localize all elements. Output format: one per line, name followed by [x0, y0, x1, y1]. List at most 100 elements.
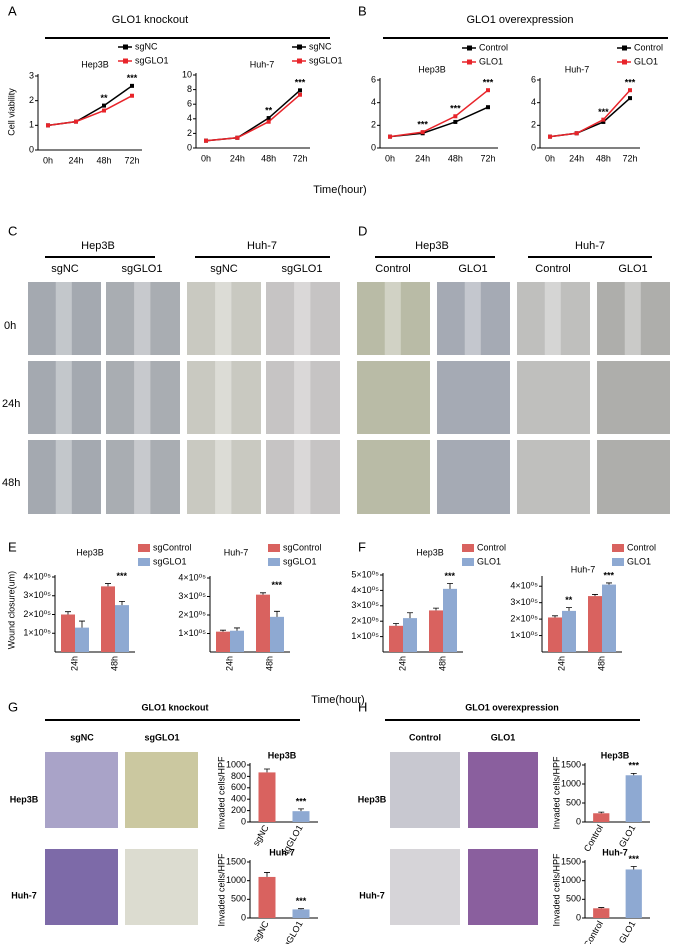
point: [628, 96, 632, 101]
micrograph: [517, 282, 590, 355]
x-tick-label: 0h: [201, 153, 211, 163]
error-bar: [630, 772, 637, 776]
line-series: [389, 106, 489, 138]
bar: [443, 588, 457, 652]
legend-marker: [622, 45, 627, 51]
y-tick-label: 10: [182, 69, 192, 79]
significance: ***: [625, 78, 636, 88]
micrograph: [187, 361, 261, 434]
y-tick-label: 3×10⁰⁵: [510, 597, 538, 607]
point: [298, 88, 302, 93]
x-tick-label: sgNC: [251, 823, 271, 848]
y-tick-label: 0: [241, 912, 246, 922]
significance: ***: [450, 104, 461, 114]
x-axis-title: Time(hour): [313, 184, 366, 196]
bar: [258, 876, 276, 918]
column-label: sgNC: [210, 263, 238, 275]
y-tick-label: 2: [187, 128, 192, 138]
micrograph: [357, 361, 430, 434]
y-tick-label: 1500: [561, 759, 581, 769]
point: [130, 83, 134, 88]
significance: ***: [483, 78, 494, 88]
chart-title: Huh-7: [565, 64, 590, 74]
column-label: GLO1: [458, 263, 487, 275]
wound-gap: [134, 440, 151, 514]
column-label: sgGLO1: [282, 263, 323, 275]
legend-label: Control: [627, 542, 656, 552]
legend-swatch: [612, 544, 624, 552]
micrograph: [437, 282, 510, 355]
line-series: [205, 89, 301, 142]
point: [102, 108, 106, 113]
x-tick-label: Control: [582, 919, 605, 944]
x-tick-label: 72h: [622, 153, 637, 163]
group-title: GLO1 knockout: [112, 14, 188, 26]
significance: **: [565, 595, 573, 605]
y-tick-label: 500: [231, 894, 246, 904]
y-tick-label: 0: [371, 142, 376, 152]
x-tick-label: 72h: [292, 153, 307, 163]
wound-gap: [55, 361, 72, 434]
error-bar: [630, 866, 637, 870]
y-tick-label: 4: [531, 97, 536, 107]
error-bar: [447, 583, 453, 589]
y-tick-label: 1×10⁰⁵: [351, 631, 379, 641]
y-tick-label: 2: [371, 120, 376, 130]
micrograph: [266, 440, 340, 514]
y-tick-label: 1000: [226, 759, 246, 769]
y-tick-label: 6: [371, 74, 376, 84]
y-tick-label: 1×10⁰⁵: [510, 630, 538, 640]
micrograph: [125, 849, 198, 925]
legend-swatch: [138, 544, 150, 552]
significance: ***: [295, 78, 306, 88]
chart-title: Huh-7: [571, 564, 596, 574]
x-axis-title: Time(hour): [311, 694, 364, 706]
bar: [625, 775, 642, 822]
legend-marker: [123, 44, 128, 50]
x-tick-label: 24h: [556, 656, 566, 671]
legend-label: sgGLO1: [309, 55, 343, 65]
significance: ***: [598, 107, 609, 117]
line-series: [47, 95, 133, 127]
x-tick-label: 48h: [96, 155, 111, 165]
x-tick-label: 24h: [224, 656, 234, 671]
y-tick-label: 3×10⁰⁵: [178, 591, 206, 601]
y-tick-label: 4×10⁰⁵: [351, 585, 379, 595]
y-tick-label: 3: [29, 70, 34, 80]
micrograph: [28, 361, 101, 434]
x-tick-label: 48h: [261, 153, 276, 163]
row-label: Huh-7: [11, 890, 37, 900]
micrograph: [187, 440, 261, 514]
x-tick-label: 24h: [569, 153, 584, 163]
point: [235, 135, 240, 140]
x-tick-label: 48h: [596, 153, 611, 163]
point: [266, 116, 271, 121]
y-tick-label: 4: [371, 97, 376, 107]
point: [130, 93, 134, 98]
legend-label: GLO1: [634, 56, 658, 66]
wound-gap: [294, 361, 311, 434]
line-series: [389, 89, 489, 138]
y-tick-label: 4: [187, 113, 192, 123]
y-tick-label: 5×10⁰⁵: [351, 569, 379, 579]
chart-title: Hep3B: [76, 547, 104, 557]
chart-title: Huh-7: [224, 547, 249, 557]
chart-title: Huh-7: [250, 59, 275, 69]
micrograph: [45, 849, 118, 925]
bar: [389, 625, 403, 652]
error-bar: [119, 600, 125, 606]
significance: ***: [445, 571, 456, 581]
column-label: Control: [409, 732, 441, 742]
error-bar: [606, 582, 612, 585]
bar: [292, 909, 310, 918]
micrograph: [28, 440, 101, 514]
error-bar: [274, 610, 280, 617]
y-tick-label: 1000: [226, 875, 246, 885]
legend-swatch: [612, 558, 624, 566]
legend-marker: [622, 59, 627, 65]
legend-label: sgNC: [135, 41, 158, 51]
group-title: Huh-7: [575, 240, 605, 252]
legend-marker: [297, 44, 302, 50]
significance: ***: [417, 120, 428, 130]
point: [298, 92, 302, 97]
